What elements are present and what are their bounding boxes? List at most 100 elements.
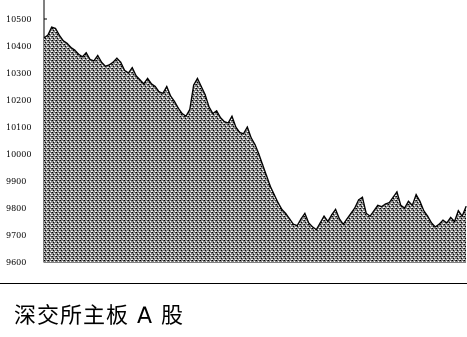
data-point <box>216 110 218 112</box>
data-point <box>219 116 222 119</box>
data-point <box>296 224 298 227</box>
data-point <box>58 34 60 36</box>
data-point <box>173 100 176 102</box>
data-point <box>292 223 294 225</box>
y-tick-label: 9700 <box>6 231 26 240</box>
y-tick-label: 10200 <box>6 96 31 105</box>
data-point <box>51 26 53 28</box>
data-point <box>277 202 279 204</box>
data-point <box>123 69 126 71</box>
y-tick-label: 9900 <box>6 177 26 186</box>
data-point <box>415 193 417 196</box>
data-point <box>365 212 367 214</box>
data-point <box>334 208 337 210</box>
data-point <box>304 212 306 214</box>
data-point <box>300 218 302 220</box>
data-point <box>400 204 402 206</box>
data-point <box>357 199 360 201</box>
data-point <box>457 210 459 212</box>
data-point <box>196 77 199 79</box>
data-point <box>112 61 114 63</box>
data-point <box>204 94 206 96</box>
series <box>43 26 467 262</box>
data-point <box>438 223 440 225</box>
data-point <box>308 222 310 224</box>
data-point <box>47 34 49 36</box>
data-point <box>200 85 202 88</box>
data-point <box>262 164 264 166</box>
data-point <box>181 112 183 115</box>
data-point <box>311 226 314 228</box>
data-point <box>158 91 160 93</box>
data-point <box>166 85 168 88</box>
data-point <box>193 84 195 86</box>
data-point <box>116 57 118 59</box>
data-point <box>446 222 448 224</box>
data-point <box>423 210 425 212</box>
data-point <box>411 204 413 206</box>
data-point <box>150 83 153 85</box>
data-point <box>81 56 83 58</box>
data-point <box>74 49 76 51</box>
y-tick-label: 9600 <box>6 258 26 267</box>
data-point <box>85 52 87 54</box>
data-point <box>369 215 371 217</box>
data-point <box>162 92 164 94</box>
data-point <box>66 42 68 44</box>
data-point <box>97 54 99 57</box>
y-tick-label: 10500 <box>6 15 31 24</box>
data-point <box>258 153 260 155</box>
data-point <box>135 75 137 77</box>
data-point <box>131 67 133 69</box>
data-point <box>77 53 80 55</box>
data-point <box>54 27 57 30</box>
data-point <box>430 222 433 224</box>
data-point <box>89 58 91 61</box>
y-tick-label: 9800 <box>6 204 26 213</box>
data-point <box>354 207 356 209</box>
data-point <box>388 202 390 204</box>
data-point <box>453 220 456 223</box>
data-point <box>104 65 106 67</box>
data-point <box>223 121 225 123</box>
data-point <box>43 37 45 39</box>
chart-caption: 深交所主板 A 股 <box>14 304 185 329</box>
data-point <box>246 126 248 128</box>
data-point <box>239 131 241 133</box>
data-point <box>154 85 156 88</box>
area-chart: 1060010500104001030010200101001000099009… <box>6 0 467 267</box>
data-point <box>373 210 375 212</box>
data-point <box>120 61 122 63</box>
data-point <box>242 133 245 135</box>
data-point <box>93 60 95 62</box>
data-point <box>323 215 325 217</box>
data-point <box>265 175 268 177</box>
data-point <box>208 106 210 108</box>
data-point <box>396 191 398 193</box>
data-point <box>427 215 429 217</box>
data-point <box>419 200 421 202</box>
data-point <box>108 64 110 66</box>
data-point <box>250 137 252 139</box>
y-tick-label: 10300 <box>6 69 31 78</box>
data-point <box>350 212 352 214</box>
y-tick-label: 10100 <box>6 123 31 132</box>
data-point <box>235 126 237 128</box>
data-point <box>62 40 64 42</box>
data-point <box>127 72 129 74</box>
data-point <box>212 112 214 115</box>
data-point <box>377 204 379 206</box>
data-point <box>450 216 452 219</box>
data-point <box>285 212 287 214</box>
data-point <box>227 122 229 124</box>
data-point <box>189 108 191 111</box>
data-point <box>392 196 394 198</box>
data-point <box>434 226 436 228</box>
divider <box>0 283 467 284</box>
data-point <box>254 143 256 146</box>
data-point <box>338 218 340 220</box>
data-point <box>100 61 103 63</box>
data-point <box>404 207 406 209</box>
data-point <box>407 200 410 202</box>
y-tick-label: 10400 <box>6 42 31 51</box>
